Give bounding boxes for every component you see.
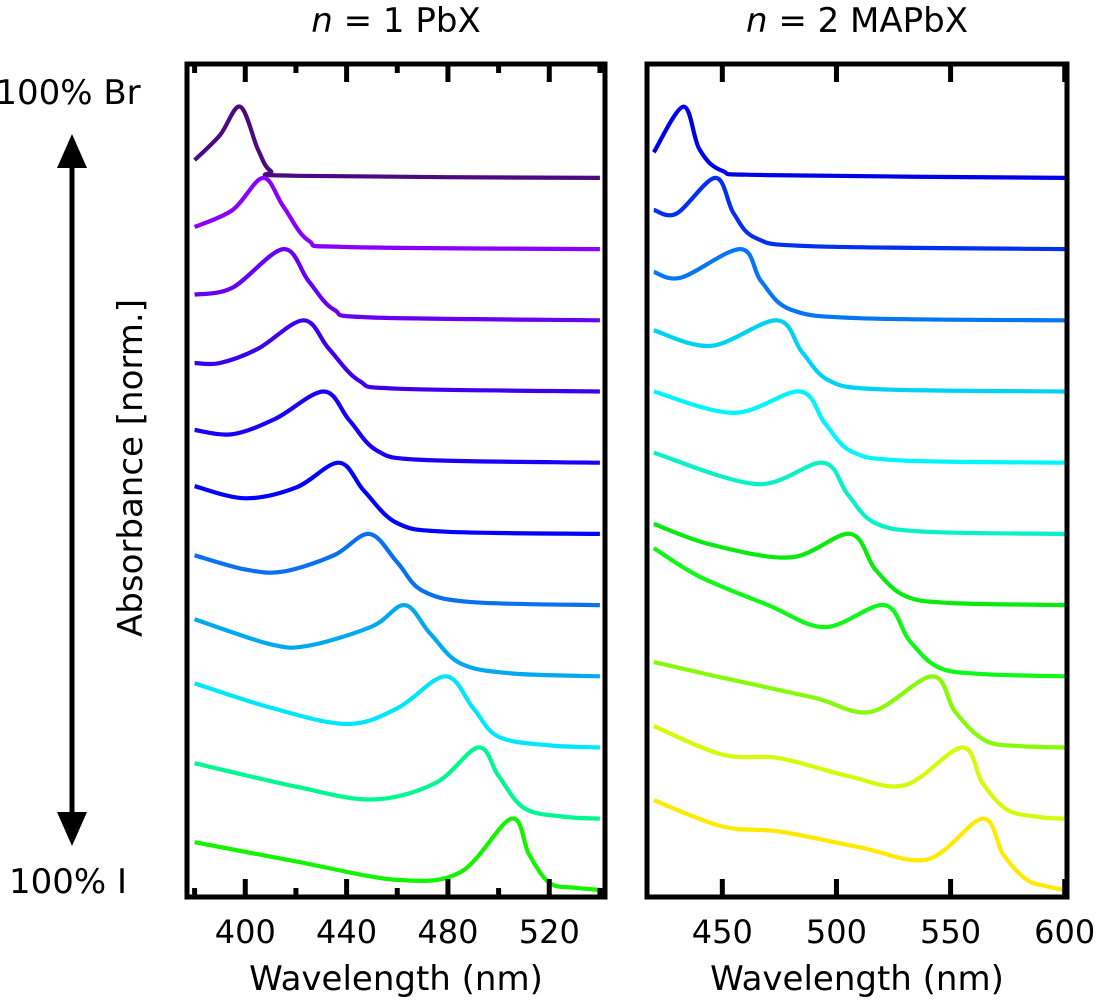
label-100-br: 100% Br (0, 73, 141, 113)
panel-title-variable: n (746, 1, 768, 41)
composition-arrow (57, 134, 87, 846)
panel-1: 400 440 480 520 Wavelength (nm) n = 1 PbX (184, 1, 608, 999)
spectrum-line-4 (194, 318, 600, 394)
spectrum-line-6 (653, 450, 1065, 536)
x-tick-label: 440 (316, 913, 377, 951)
spectrum-line-3 (653, 247, 1065, 323)
spectrum-line-11 (194, 816, 601, 892)
panel-title-text: = 1 PbX (333, 1, 481, 41)
panel-title: n = 2 MAPbX (746, 1, 968, 41)
spectrum-line-3 (194, 247, 600, 323)
x-tick-label: 450 (692, 913, 753, 951)
plot-frame (644, 61, 1070, 900)
x-axis-label: Wavelength (nm) (249, 959, 543, 999)
spectrum-line-9 (193, 674, 600, 750)
spectrum-line-8 (193, 603, 600, 679)
x-tick-label: 550 (920, 913, 981, 951)
spectrum-line-4 (653, 318, 1065, 394)
x-tick-label: 600 (1034, 913, 1095, 951)
spectrum-line-2 (653, 175, 1065, 252)
spectrum-line-9 (653, 660, 1065, 750)
spectrum-line-6 (194, 460, 600, 536)
x-tick-label: 500 (806, 913, 867, 951)
label-100-i: 100% I (9, 862, 127, 902)
spectrum-line-1 (193, 104, 600, 180)
panel-title: n = 1 PbX (311, 1, 480, 41)
spectrum-line-1 (652, 104, 1065, 180)
spectrum-line-5 (653, 389, 1065, 465)
spectrum-line-5 (194, 389, 600, 465)
spectrum-line-8 (652, 546, 1065, 679)
panel-title-variable: n (311, 1, 333, 41)
x-axis-label: Wavelength (nm) (710, 959, 1004, 999)
panel-2: 450 500 550 600 Wavelength (nm) n = 2 MAPbX (644, 1, 1095, 999)
x-tick-label: 400 (215, 913, 276, 951)
spectrum-line-7 (194, 531, 600, 608)
spectrum-line-10 (194, 745, 601, 821)
x-tick-label: 480 (417, 913, 478, 951)
spectrum-line-7 (653, 521, 1065, 608)
y-axis-label: Absorbance [norm.] (111, 299, 151, 637)
spectrum-line-11 (653, 798, 1066, 892)
spectrum-line-2 (193, 175, 600, 252)
spectrum-line-10 (652, 724, 1065, 821)
panel-title-text: = 2 MAPbX (768, 1, 969, 41)
x-tick-label: 520 (519, 913, 580, 951)
